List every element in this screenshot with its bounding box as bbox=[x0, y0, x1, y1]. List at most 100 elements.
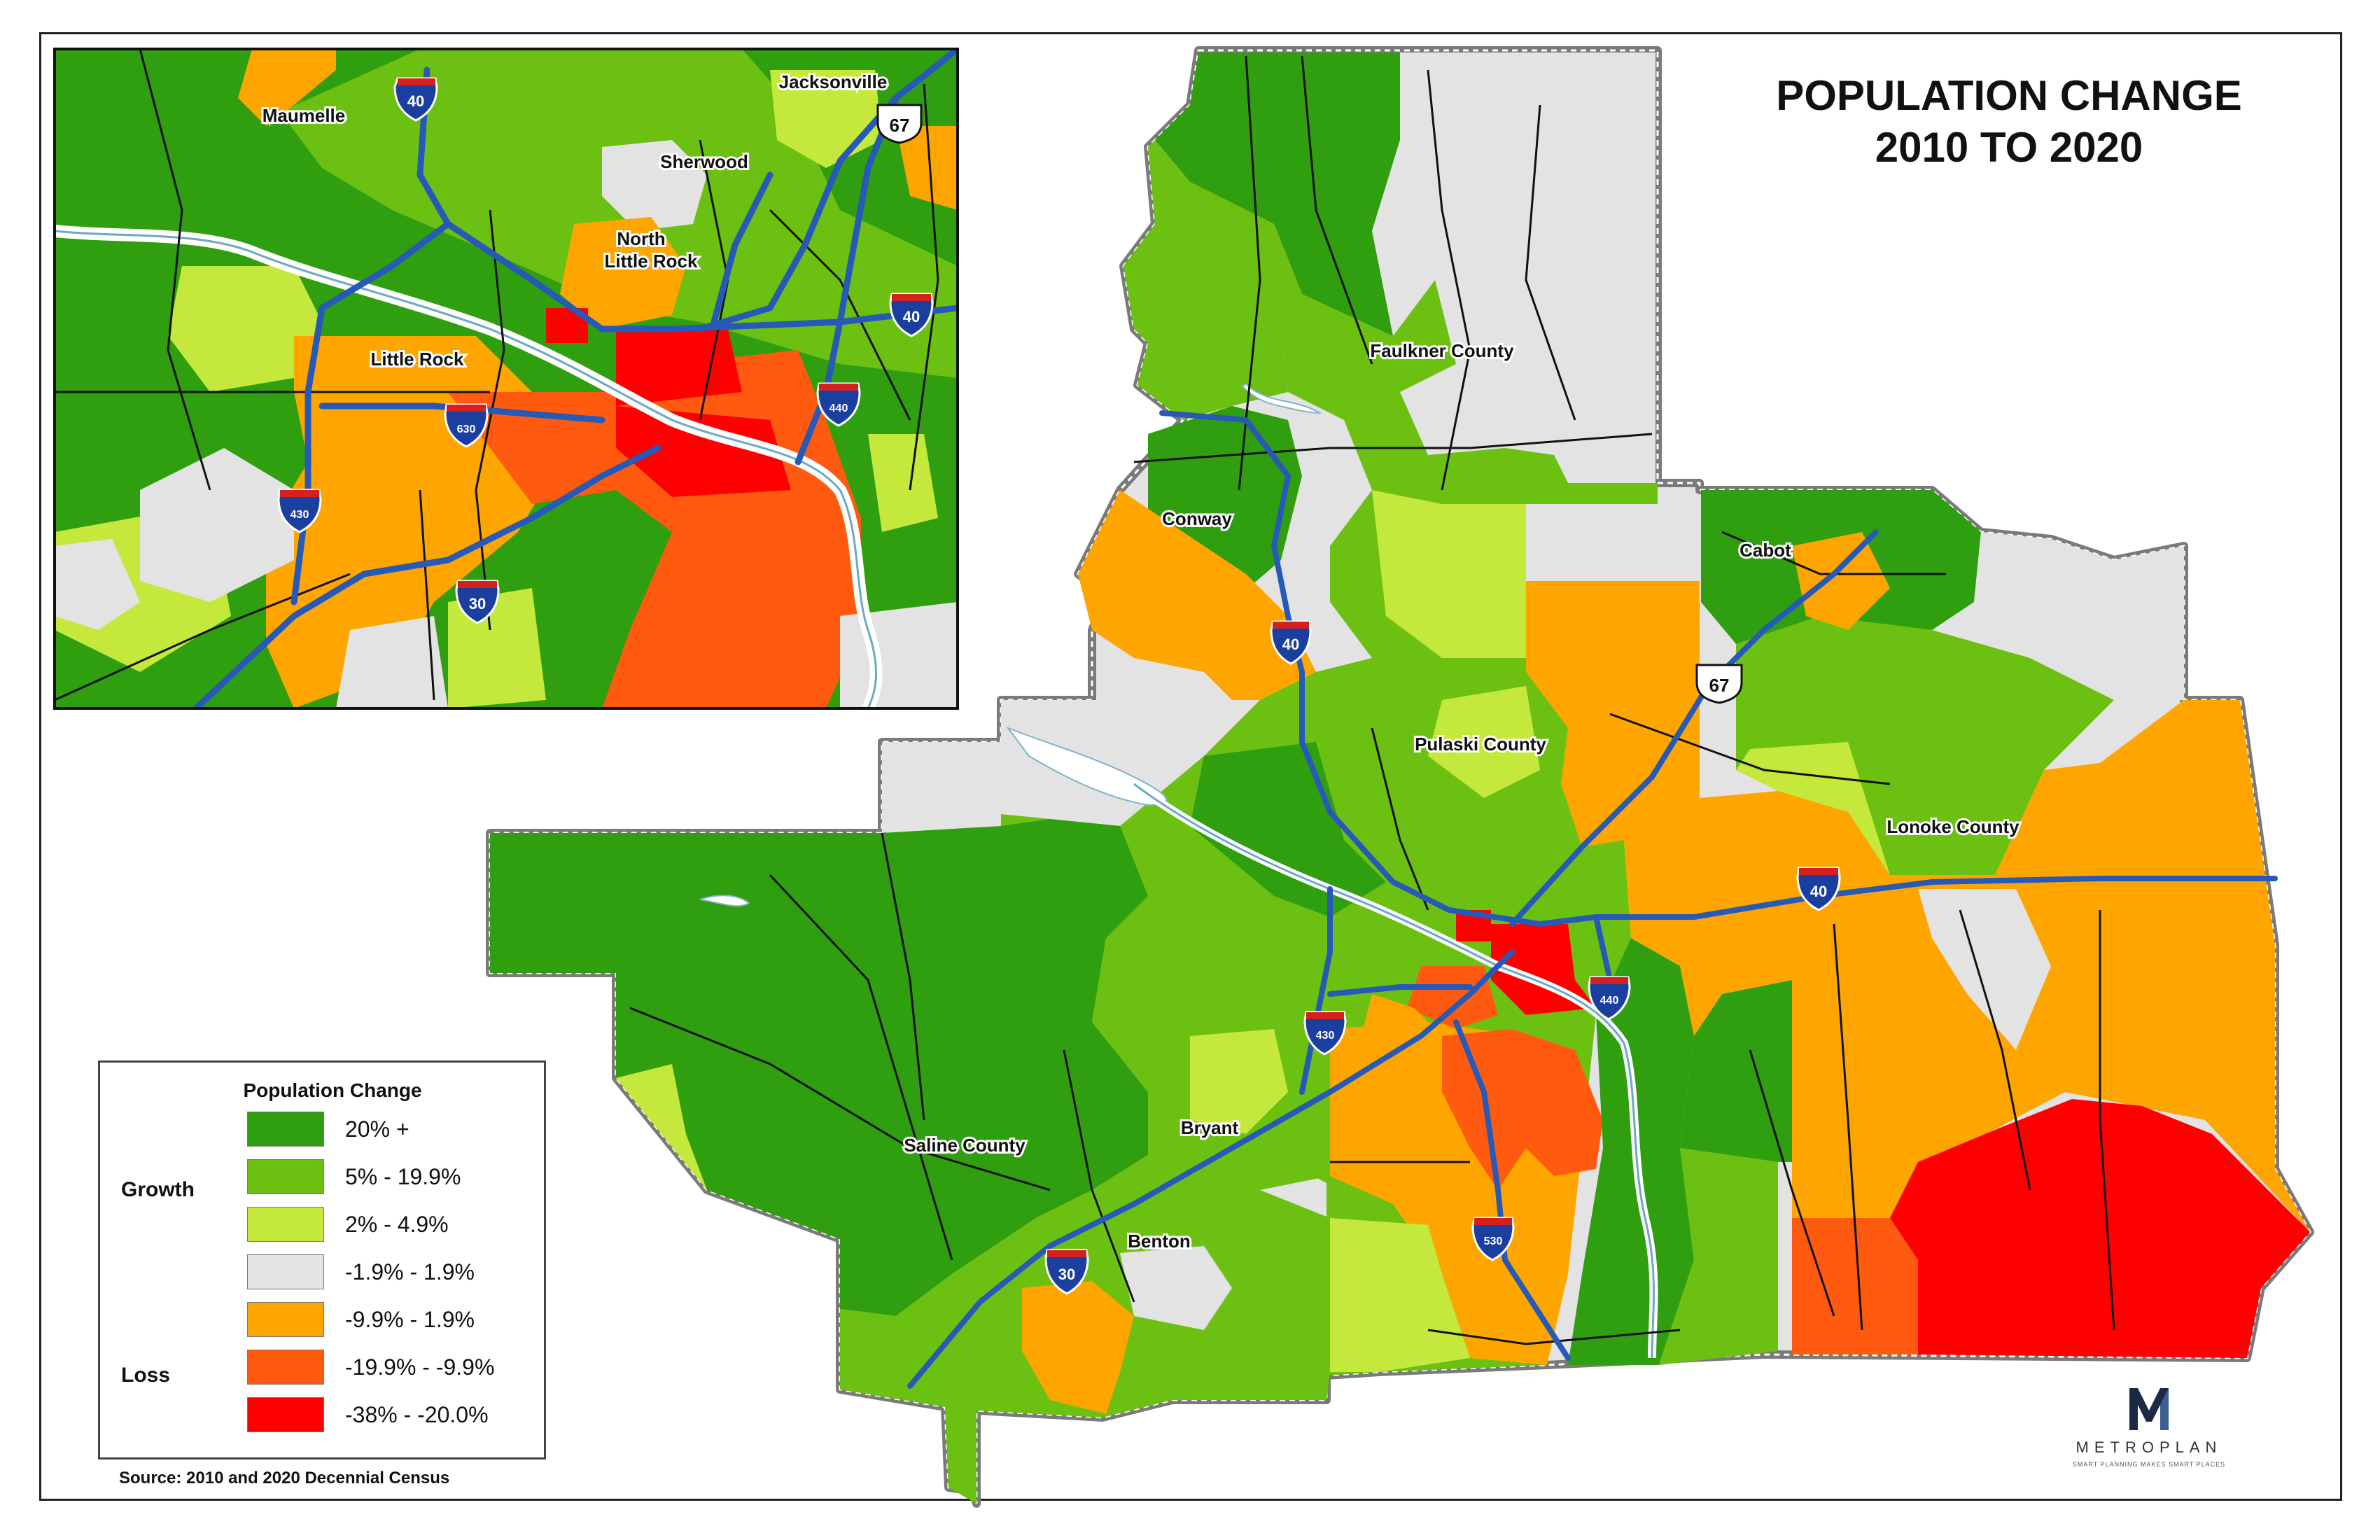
pulaski-south-red-orange bbox=[1442, 1029, 1603, 1190]
label-cabot: Cabot bbox=[1740, 540, 1791, 561]
inset-i440-shield: 440 bbox=[816, 382, 861, 427]
legend-swatch bbox=[247, 1397, 324, 1432]
legend-item: 20% + bbox=[247, 1110, 410, 1148]
i430-route bbox=[1299, 886, 1333, 1095]
label-bryant: Bryant bbox=[1181, 1117, 1239, 1138]
lonoke-south-red-orange bbox=[1792, 1218, 1918, 1354]
svg-text:40: 40 bbox=[1810, 883, 1827, 900]
inset-us67-shield: 67 bbox=[876, 104, 923, 144]
legend-item-label: -19.9% - -9.9% bbox=[345, 1354, 495, 1380]
svg-text:440: 440 bbox=[1600, 995, 1619, 1007]
label-lonoke-county: Lonoke County bbox=[1886, 816, 2019, 837]
metroplan-m-icon bbox=[2129, 1388, 2169, 1430]
inset-stable-north bbox=[602, 140, 707, 231]
faulkner-east-2to4 bbox=[1372, 490, 1526, 658]
cabot-zone-orange bbox=[1792, 532, 1890, 630]
lr-core-orange bbox=[1407, 966, 1498, 1029]
inset-orange-ne bbox=[896, 126, 958, 210]
legend-swatch bbox=[247, 1302, 324, 1337]
source-note: Source: 2010 and 2020 Decennial Census bbox=[119, 1469, 450, 1488]
label-saline-county: Saline County bbox=[904, 1135, 1026, 1156]
inset-lr-red bbox=[616, 329, 742, 406]
i30-route bbox=[907, 949, 1515, 1389]
legend-item: 5% - 19.9% bbox=[247, 1158, 461, 1196]
svg-text:530: 530 bbox=[1484, 1236, 1503, 1247]
legend-swatch bbox=[247, 1254, 324, 1289]
inset-stable-se bbox=[840, 602, 958, 708]
inset-i40-shield-north: 40 bbox=[393, 77, 438, 122]
label-conway: Conway bbox=[1162, 508, 1232, 529]
i430-shield: 430 bbox=[1303, 1011, 1347, 1056]
legend-item-label: -1.9% - 1.9% bbox=[345, 1259, 475, 1284]
lr-ring-orange bbox=[1358, 994, 1442, 1092]
i630-route bbox=[1327, 984, 1473, 997]
lonoke-east-stable bbox=[1974, 532, 2184, 700]
legend-growth-label: Growth bbox=[121, 1178, 195, 1201]
legend-item-label: 2% - 4.9% bbox=[345, 1211, 449, 1237]
svg-text:40: 40 bbox=[903, 308, 920, 326]
i440-shield: 440 bbox=[1588, 976, 1631, 1021]
inset-orange-north bbox=[560, 217, 686, 329]
label-north-little-rock-line2: Little Rock bbox=[605, 251, 698, 272]
pulaski-central-2to4 bbox=[1428, 686, 1540, 798]
label-faulkner-county: Faulkner County bbox=[1370, 340, 1514, 361]
inset-river-band-lime bbox=[168, 266, 322, 392]
legend-item-label: -38% - -20.0% bbox=[345, 1401, 489, 1427]
saline-lime-west bbox=[616, 1064, 707, 1190]
label-jacksonville: Jacksonville bbox=[779, 71, 888, 92]
logo-wordmark: METROPLAN bbox=[2076, 1438, 2222, 1456]
legend: Population Change Growth Loss 20% + 5% -… bbox=[98, 1060, 546, 1460]
conway-zone-loss bbox=[1078, 490, 1316, 742]
water-features bbox=[699, 382, 1322, 907]
svg-text:40: 40 bbox=[1282, 636, 1299, 653]
svg-text:430: 430 bbox=[290, 509, 309, 521]
label-little-rock: Little Rock bbox=[371, 349, 464, 370]
i40-shield-east: 40 bbox=[1796, 867, 1841, 911]
svg-text:67: 67 bbox=[890, 115, 910, 136]
map-title: POPULATION CHANGE 2010 TO 2020 bbox=[1680, 70, 2338, 174]
pulaski-south-20plus bbox=[1680, 980, 1792, 1162]
us67-shield-main: 67 bbox=[1695, 664, 1743, 704]
inset-i30-shield: 30 bbox=[455, 580, 500, 624]
lonoke-north-lime bbox=[1736, 742, 1890, 875]
faulkner-zone-stable-north bbox=[1372, 52, 1656, 483]
i530-shield: 530 bbox=[1471, 1217, 1515, 1261]
inset-map: 40 40 440 630 430 bbox=[53, 48, 959, 710]
inset-i630-shield: 630 bbox=[444, 403, 489, 448]
saline-zone-20plus bbox=[490, 819, 1148, 1316]
svg-text:67: 67 bbox=[1709, 675, 1730, 696]
i30-shield-main: 30 bbox=[1044, 1249, 1089, 1295]
svg-text:630: 630 bbox=[457, 424, 476, 435]
lonoke-zone-stable bbox=[1918, 889, 2051, 1050]
highways-inset bbox=[192, 49, 958, 708]
svg-text:430: 430 bbox=[1316, 1030, 1335, 1042]
inset-nlr-red bbox=[616, 406, 791, 497]
svg-text:30: 30 bbox=[1058, 1266, 1075, 1283]
inset-nlr-red-small bbox=[546, 308, 588, 343]
legend-loss-label: Loss bbox=[121, 1364, 171, 1387]
legend-swatch bbox=[247, 1159, 324, 1194]
legend-item: -38% - -20.0% bbox=[247, 1396, 489, 1434]
inset-stable-west bbox=[55, 539, 140, 630]
legend-swatch bbox=[247, 1207, 324, 1242]
pulaski-southeast-20plus bbox=[1568, 938, 1694, 1365]
svg-text:40: 40 bbox=[407, 92, 424, 110]
inset-labels: Maumelle Jacksonville Sherwood North Lit… bbox=[260, 69, 890, 372]
lonoke-south-red bbox=[1890, 1099, 2310, 1358]
metroplan-logo: METROPLAN SMART PLANNING MAKES SMART PLA… bbox=[2065, 1382, 2233, 1480]
legend-item: -1.9% - 1.9% bbox=[247, 1253, 475, 1291]
i40-west-route bbox=[1159, 410, 2278, 927]
legend-item-label: 5% - 19.9% bbox=[345, 1163, 461, 1189]
legend-swatch bbox=[247, 1350, 324, 1385]
lonoke-north-5to19 bbox=[1736, 616, 2114, 875]
legend-title: Population Change bbox=[243, 1079, 422, 1101]
title-line-1: POPULATION CHANGE bbox=[1776, 72, 2242, 119]
label-benton: Benton bbox=[1128, 1231, 1191, 1252]
title-line-2: 2010 TO 2020 bbox=[1875, 124, 2143, 171]
highways-main bbox=[907, 410, 2278, 1389]
inset-i430-shield: 430 bbox=[277, 489, 322, 533]
main-map: 40 40 430 440 530 30 67 bbox=[486, 46, 2314, 1508]
legend-item: -9.9% - 1.9% bbox=[247, 1301, 475, 1338]
label-north-little-rock-line1: North bbox=[617, 228, 665, 249]
